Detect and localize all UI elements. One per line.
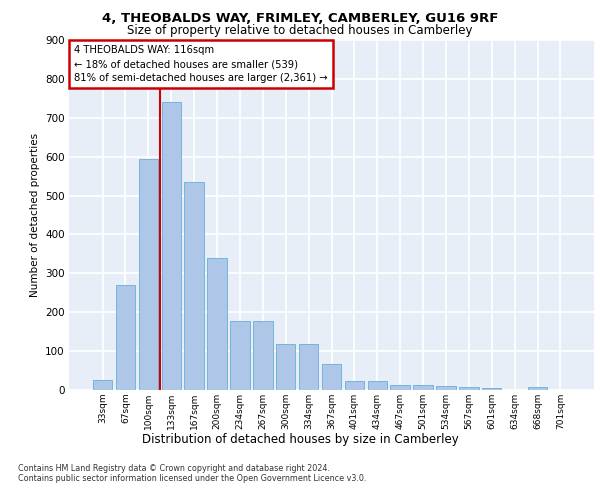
Text: Contains public sector information licensed under the Open Government Licence v3: Contains public sector information licen… bbox=[18, 474, 367, 483]
Bar bbox=[230, 321, 250, 390]
Text: Contains HM Land Registry data © Crown copyright and database right 2024.: Contains HM Land Registry data © Crown c… bbox=[18, 464, 330, 473]
Bar bbox=[413, 384, 433, 390]
Bar bbox=[276, 344, 295, 390]
Bar bbox=[436, 386, 455, 390]
Text: Size of property relative to detached houses in Camberley: Size of property relative to detached ho… bbox=[127, 24, 473, 37]
Bar bbox=[139, 158, 158, 390]
Text: Distribution of detached houses by size in Camberley: Distribution of detached houses by size … bbox=[142, 432, 458, 446]
Bar bbox=[322, 364, 341, 390]
Text: 4, THEOBALDS WAY, FRIMLEY, CAMBERLEY, GU16 9RF: 4, THEOBALDS WAY, FRIMLEY, CAMBERLEY, GU… bbox=[102, 12, 498, 26]
Bar bbox=[344, 381, 364, 390]
Bar bbox=[299, 344, 319, 390]
Bar bbox=[253, 321, 272, 390]
Bar bbox=[208, 258, 227, 390]
Bar bbox=[93, 380, 112, 390]
Bar bbox=[116, 285, 135, 390]
Bar bbox=[459, 387, 479, 390]
Bar bbox=[528, 387, 547, 390]
Bar bbox=[184, 182, 204, 390]
Bar bbox=[482, 388, 502, 390]
Text: 4 THEOBALDS WAY: 116sqm
← 18% of detached houses are smaller (539)
81% of semi-d: 4 THEOBALDS WAY: 116sqm ← 18% of detache… bbox=[74, 46, 328, 84]
Bar bbox=[368, 381, 387, 390]
Bar bbox=[161, 102, 181, 390]
Y-axis label: Number of detached properties: Number of detached properties bbox=[29, 133, 40, 297]
Bar bbox=[391, 384, 410, 390]
